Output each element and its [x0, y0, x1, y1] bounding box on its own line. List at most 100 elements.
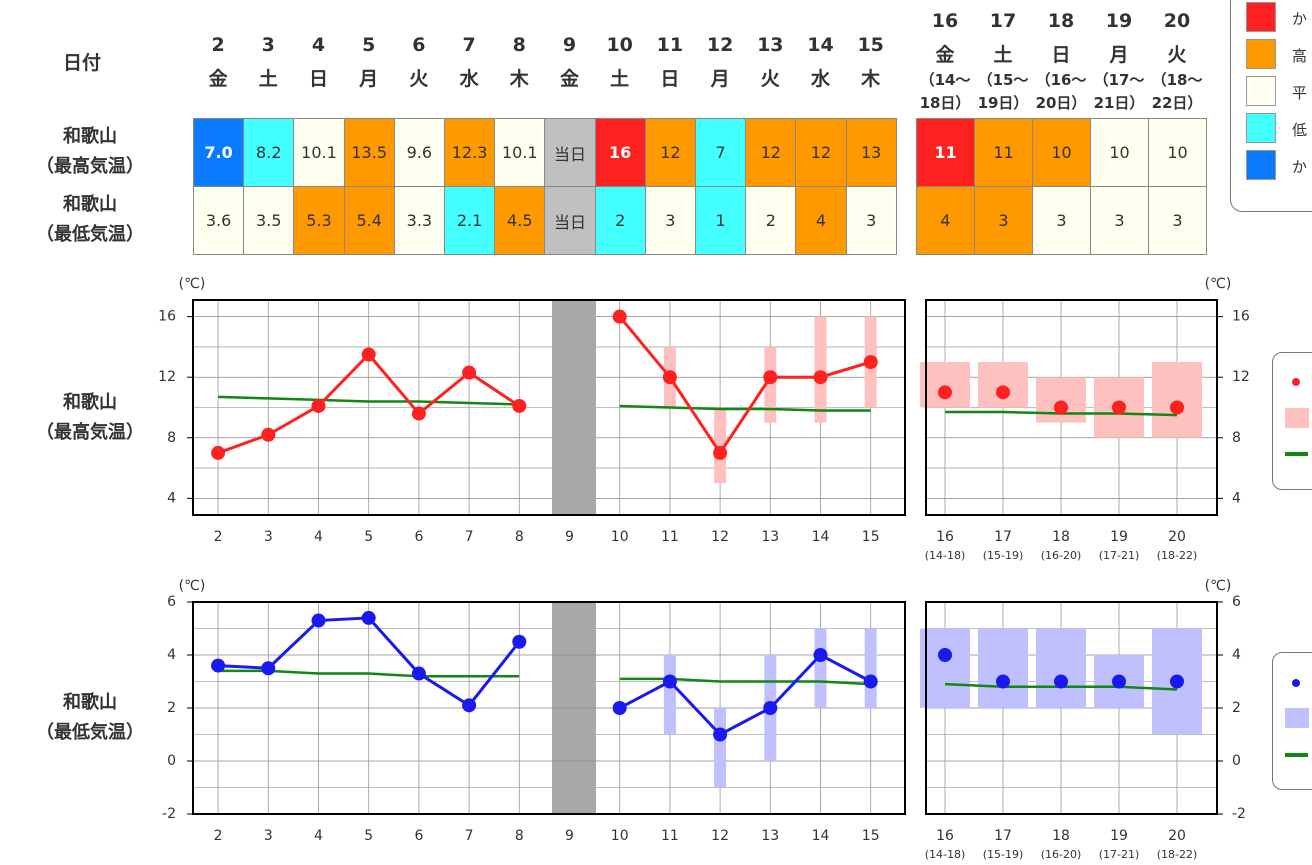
y-tick-label: 8 — [1232, 430, 1241, 446]
chart-row-label: （最高気温） — [36, 422, 144, 443]
y-tick-label: 8 — [167, 430, 176, 446]
y-tick-label: 6 — [1232, 594, 1241, 610]
y-tick-label: 2 — [1232, 700, 1241, 716]
x-tick-label: 5 — [364, 529, 373, 545]
range-bar — [920, 362, 970, 408]
date-range: （14〜18日） — [919, 71, 971, 112]
x-tick-label: 8 — [515, 828, 524, 844]
weekday: 火 — [760, 68, 780, 90]
weekday: 月 — [359, 68, 379, 90]
data-point — [512, 634, 527, 649]
data-point — [211, 445, 226, 460]
chart-legend-box — [1272, 652, 1312, 790]
table-cell: 1 — [695, 186, 747, 255]
legend-text: 平 — [1292, 84, 1308, 102]
data-point — [612, 309, 627, 324]
table-cell: 11 — [916, 118, 975, 187]
chart-row-name: 和歌山 — [63, 692, 117, 713]
data-point — [361, 347, 376, 362]
data-point — [1170, 400, 1184, 415]
table-cell: 3 — [1032, 186, 1091, 255]
weekday: 金 — [935, 44, 955, 66]
y-tick-label: 0 — [167, 753, 176, 769]
x-tick-sublabel: (15-19) — [983, 549, 1024, 562]
x-tick-label: 19 — [1110, 529, 1128, 545]
table-cell: 3.5 — [243, 186, 295, 255]
range-bar — [1036, 628, 1086, 708]
data-point — [996, 674, 1010, 689]
x-tick-label: 6 — [414, 529, 423, 545]
weekday: 日 — [1051, 44, 1071, 66]
x-tick-label: 3 — [264, 828, 273, 844]
day-number: 10 — [606, 34, 633, 56]
data-point — [938, 385, 952, 400]
day-number: 18 — [1047, 10, 1075, 32]
x-tick-sublabel: (17-21) — [1099, 848, 1140, 861]
chart-legend-box — [1272, 352, 1312, 490]
weekday: 日 — [660, 68, 680, 90]
legend-swatch — [1246, 150, 1276, 180]
range-bar — [714, 407, 727, 484]
day-number: 19 — [1105, 10, 1133, 32]
data-point — [512, 398, 527, 413]
data-point — [612, 701, 627, 715]
table-cell: 2 — [745, 186, 797, 255]
x-tick-sublabel: (17-21) — [1099, 549, 1140, 562]
x-tick-sublabel: (18-22) — [1157, 848, 1198, 861]
x-tick-label: 10 — [611, 529, 629, 545]
data-point — [938, 648, 952, 662]
date-range: （16〜20日） — [1035, 71, 1087, 112]
y-tick-label: 12 — [1232, 369, 1250, 385]
x-tick-label: 9 — [565, 529, 574, 545]
y-tick-label: 16 — [158, 309, 176, 325]
data-point — [713, 727, 728, 742]
range-bar — [814, 628, 827, 708]
data-point — [996, 385, 1010, 400]
y-tick-label: 12 — [158, 369, 176, 385]
x-tick-label: 20 — [1168, 828, 1186, 844]
y-unit: (℃) — [179, 578, 206, 594]
data-point — [1112, 674, 1126, 689]
data-point — [713, 445, 728, 460]
table-cell: 3 — [644, 186, 696, 255]
y-unit: (℃) — [1205, 578, 1232, 594]
y-tick-label: 16 — [1232, 309, 1250, 325]
legend-swatch — [1246, 39, 1276, 69]
x-tick-sublabel: (14-18) — [925, 848, 966, 861]
table-cell: 16 — [594, 118, 646, 187]
x-tick-sublabel: (18-22) — [1157, 549, 1198, 562]
table-cell: 4 — [795, 186, 847, 255]
chart-row-name: 和歌山 — [63, 392, 117, 413]
y-unit: (℃) — [1205, 276, 1232, 292]
table-cell: 3 — [1148, 186, 1207, 255]
weekday: 土 — [258, 68, 278, 90]
table-cell: 当日 — [544, 118, 596, 187]
data-point — [1054, 400, 1068, 415]
weekday: 金 — [208, 68, 228, 90]
table-cell: 12 — [745, 118, 797, 187]
table-cell: 3 — [1090, 186, 1149, 255]
weekday: 火 — [1167, 44, 1187, 66]
plot-frame — [192, 601, 906, 815]
day-number: 2 — [211, 34, 225, 56]
plot-frame — [925, 299, 1218, 516]
chart-row-label: （最低気温） — [36, 722, 144, 743]
table-cell: 10.1 — [494, 118, 546, 187]
range-bar — [1152, 362, 1202, 438]
table-cell: 4.5 — [494, 186, 546, 255]
x-tick-sublabel: (14-18) — [925, 549, 966, 562]
row-name: 和歌山 — [63, 194, 117, 215]
legend-text: 低 — [1292, 121, 1308, 139]
table-cell: 5.4 — [343, 186, 395, 255]
x-tick-sublabel: (16-20) — [1041, 549, 1082, 562]
legend-box — [1230, 0, 1312, 212]
day-number: 13 — [757, 34, 784, 56]
table-cell: 13.5 — [343, 118, 395, 187]
day-number: 6 — [412, 34, 426, 56]
y-unit: (℃) — [179, 276, 206, 292]
today-band — [552, 300, 596, 515]
data-point — [261, 427, 276, 442]
data-point — [763, 370, 778, 385]
table-cell: 12 — [644, 118, 696, 187]
